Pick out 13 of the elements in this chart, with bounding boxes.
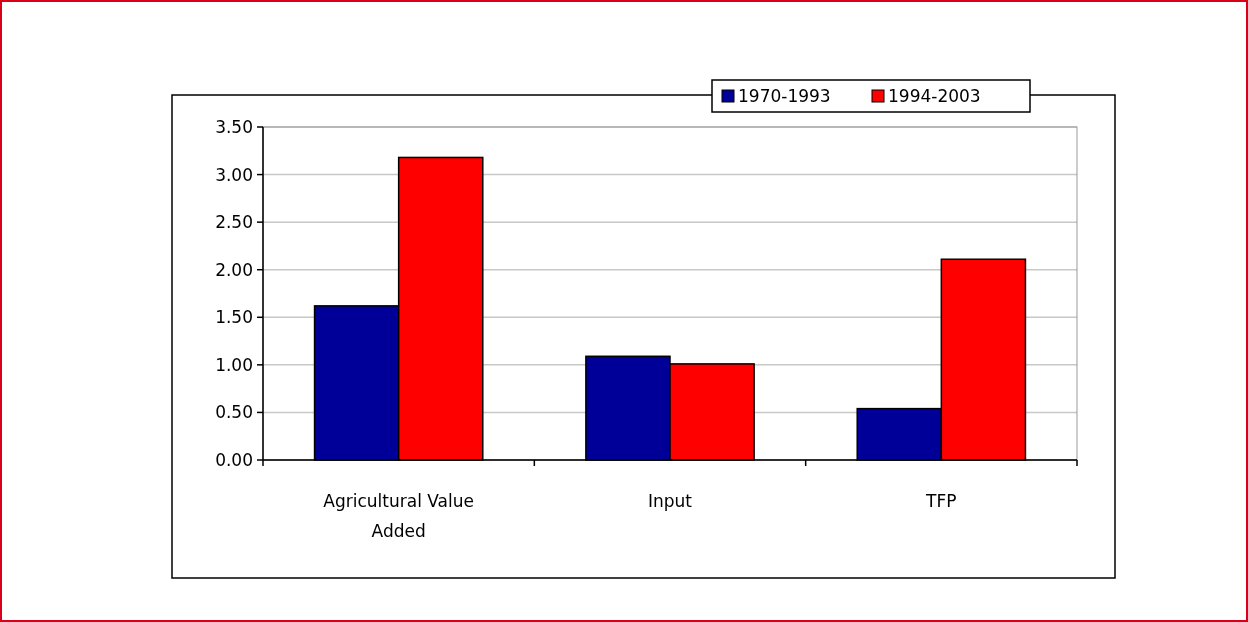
y-tick-label: 0.00	[215, 449, 253, 470]
y-tick-label: 1.00	[215, 354, 253, 375]
x-tick-label: TFP	[925, 491, 957, 511]
x-tick-label: Input	[647, 491, 693, 511]
y-tick-label: 0.50	[215, 402, 253, 423]
x-tick-label: Agricultural Value Added	[323, 491, 474, 541]
y-tick-label: 2.50	[215, 212, 253, 233]
y-tick-label: 2.00	[215, 259, 253, 280]
y-tick-label: 3.00	[215, 164, 253, 185]
y-tick-label: 1.50	[215, 307, 253, 328]
legend-label: 1994-2003	[888, 85, 981, 106]
legend-label: 1970-1993	[738, 85, 831, 106]
y-tick-label: 3.50	[215, 116, 253, 137]
